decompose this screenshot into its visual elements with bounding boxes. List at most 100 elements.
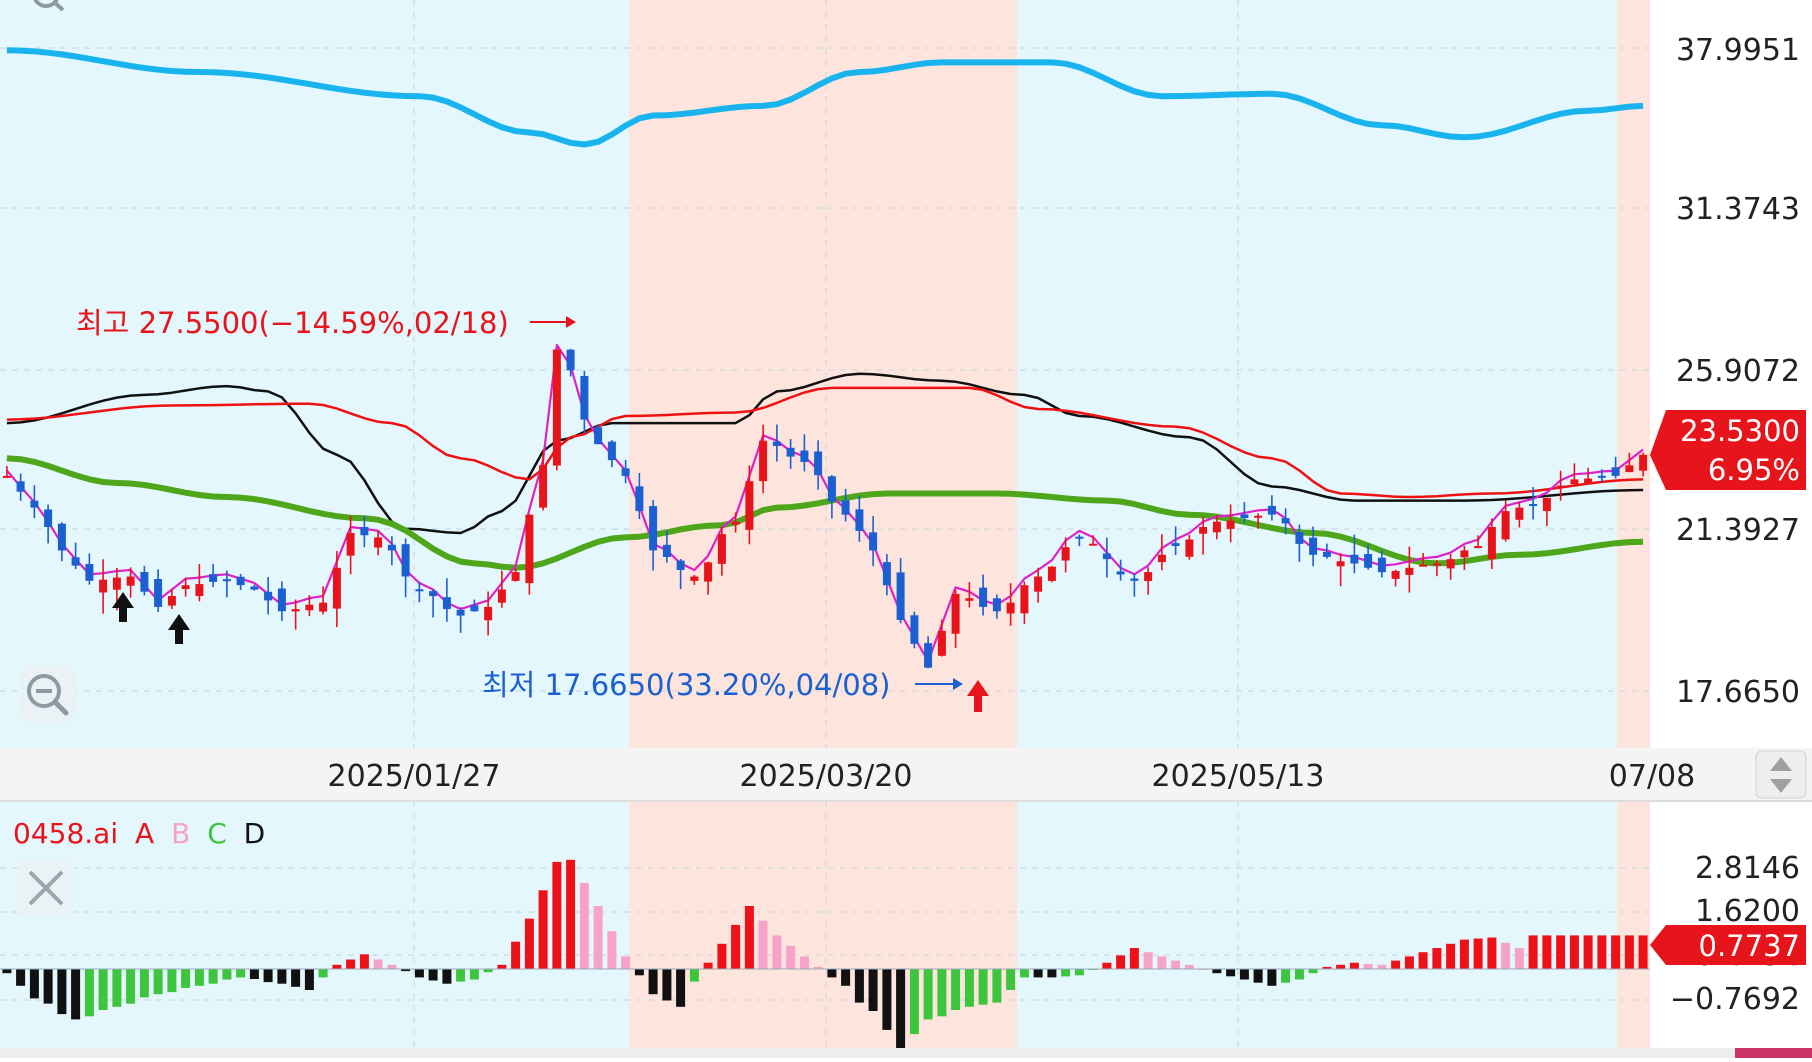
indicator-legend: 0458.ai A B C D xyxy=(13,817,265,850)
candle xyxy=(264,577,273,615)
candle xyxy=(140,565,149,596)
legend-c: C xyxy=(207,817,227,850)
y-tick-label: 21.3927 xyxy=(1676,513,1800,548)
histogram-bar xyxy=(868,969,878,1011)
candlesticks xyxy=(2,348,1648,669)
y-tick-label: 37.9951 xyxy=(1676,33,1800,68)
indicator-value-tag: 0.7737 xyxy=(1650,925,1806,965)
candle-body xyxy=(16,481,25,492)
indicator-lines xyxy=(6,47,1644,663)
candle xyxy=(167,588,176,610)
histogram-bar xyxy=(126,969,136,1004)
candle xyxy=(1584,467,1593,485)
histogram-bar xyxy=(703,962,713,969)
candle xyxy=(470,599,479,612)
candle xyxy=(1611,456,1620,479)
candle xyxy=(1597,469,1606,483)
candle xyxy=(635,472,644,520)
candle xyxy=(965,582,974,608)
candle-body xyxy=(264,591,273,601)
indicator-y-tick: 1.6200 xyxy=(1695,894,1800,929)
candle xyxy=(1556,470,1565,501)
candle xyxy=(1075,534,1084,547)
candle xyxy=(662,530,671,563)
candle xyxy=(291,599,300,630)
histogram-bar xyxy=(249,969,259,979)
legend-d: D xyxy=(244,817,266,850)
histogram-bar xyxy=(181,969,191,988)
candle-body xyxy=(1432,563,1441,566)
legend-a: A xyxy=(135,817,154,850)
candle-body xyxy=(896,572,905,620)
candle xyxy=(951,589,960,648)
histogram-bar xyxy=(799,956,809,969)
candle-body xyxy=(44,509,53,527)
high-annotation: 최고 27.5500(−14.59%,02/18) xyxy=(76,306,509,340)
candle xyxy=(277,581,286,621)
candle-body xyxy=(924,643,933,668)
histogram-bar xyxy=(566,859,576,969)
candle-body xyxy=(662,544,671,557)
candle-body xyxy=(332,567,341,609)
candle xyxy=(415,581,424,603)
candle xyxy=(1350,534,1359,574)
candle xyxy=(222,570,231,598)
histogram-bar xyxy=(497,964,507,969)
histogram-bar xyxy=(43,969,53,1004)
candle-body xyxy=(1419,564,1428,567)
candle-body xyxy=(1006,602,1015,614)
histogram-bar xyxy=(937,969,947,1017)
candle-body xyxy=(305,604,314,611)
zoom-out-icon[interactable] xyxy=(20,666,76,722)
candle xyxy=(539,450,548,511)
background-region xyxy=(0,0,629,748)
legend-b: B xyxy=(171,817,190,850)
candle-body xyxy=(979,587,988,607)
histogram-bar xyxy=(1487,937,1497,969)
candle-body xyxy=(1460,550,1469,558)
histogram-bar xyxy=(1624,935,1634,969)
candle xyxy=(772,424,781,462)
histogram-bar xyxy=(71,969,81,1020)
candle xyxy=(71,542,80,570)
histogram-bar xyxy=(524,918,534,969)
histogram-bar xyxy=(1446,943,1456,969)
close-icon[interactable] xyxy=(18,860,74,916)
candle-body xyxy=(1556,485,1565,488)
candle-body xyxy=(580,376,589,420)
candle-body xyxy=(1020,585,1029,614)
histogram-bar xyxy=(291,969,301,987)
x-tick-label: 07/08 xyxy=(1609,759,1695,794)
histogram-bar xyxy=(1514,948,1524,969)
candle xyxy=(1240,502,1249,524)
candle xyxy=(374,530,383,556)
candle xyxy=(44,504,53,544)
candle xyxy=(580,370,589,434)
histogram-bar xyxy=(1281,969,1291,983)
candle xyxy=(442,578,451,622)
candle-body xyxy=(1212,521,1221,533)
histogram-bar xyxy=(511,941,521,969)
candle-body xyxy=(99,579,108,593)
candle-body xyxy=(1309,537,1318,555)
candle xyxy=(401,538,410,598)
candle xyxy=(1089,535,1098,546)
histogram-bar xyxy=(98,969,108,1010)
histogram-bar xyxy=(1459,939,1469,969)
up-down-arrows-icon[interactable] xyxy=(1755,750,1807,799)
candle xyxy=(1185,534,1194,560)
candle-body xyxy=(1501,511,1510,540)
candle xyxy=(319,586,328,615)
candle xyxy=(1419,552,1428,567)
candle xyxy=(676,558,685,590)
histogram-bar xyxy=(772,935,782,969)
candle-body xyxy=(1061,547,1070,561)
background-region xyxy=(1617,0,1650,748)
search-icon[interactable] xyxy=(33,0,65,12)
histogram-bar xyxy=(1006,969,1016,990)
candle xyxy=(30,485,39,518)
candle xyxy=(745,465,754,545)
candle xyxy=(236,573,245,591)
candle-body xyxy=(126,576,135,586)
